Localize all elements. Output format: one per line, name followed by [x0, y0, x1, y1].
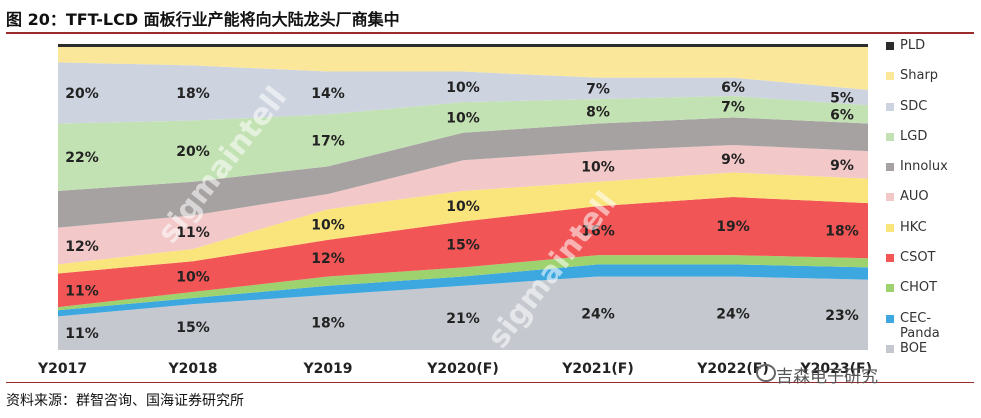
legend-swatch — [886, 223, 894, 232]
data-label-auo: 11% — [176, 225, 210, 241]
legend-item-hkc: HKC — [886, 220, 980, 250]
figure-title: 图 20：TFT-LCD 面板行业产能将向大陆龙头厂商集中 — [6, 10, 400, 29]
legend-label: HKC — [900, 219, 927, 235]
area-pld — [58, 44, 868, 48]
data-label-csot: 10% — [176, 270, 210, 286]
data-label-lgd: 22% — [65, 150, 99, 166]
data-label-lgd: 20% — [176, 144, 210, 160]
data-label-boe: 11% — [65, 326, 99, 342]
legend-label: Sharp — [900, 68, 939, 84]
legend-label: Innolux — [900, 159, 948, 175]
data-label-auo: 12% — [65, 239, 99, 255]
legend-label: CHOT — [900, 280, 938, 296]
legend-swatch — [886, 344, 894, 353]
data-label-lgd: 10% — [446, 110, 480, 126]
data-label-boe: 23% — [825, 308, 859, 324]
data-label-hkc: 10% — [311, 218, 345, 234]
footer-divider — [6, 382, 974, 383]
legend-swatch — [886, 193, 894, 202]
data-label-sdc: 10% — [446, 80, 480, 96]
area-innolux — [58, 117, 868, 228]
legend-item-cec-panda: CEC- Panda — [886, 311, 980, 341]
legend-label: CSOT — [900, 250, 936, 266]
legend-item-chot: CHOT — [886, 280, 980, 310]
legend-label: AUO — [900, 189, 929, 205]
data-label-lgd: 6% — [830, 107, 854, 123]
legend-label: SDC — [900, 98, 928, 114]
area-boe — [58, 276, 868, 350]
stacked-area-chart: 11% 15% 18% 21% 24% 24% 23% 11% 10% 12% 15% 16% 19% 1… — [37, 44, 872, 377]
data-label-sdc: 18% — [176, 86, 210, 102]
area-chot — [58, 255, 868, 311]
x-tick-label: Y2019 — [302, 361, 352, 377]
data-label-boe: 15% — [176, 320, 210, 336]
area-sdc — [58, 62, 868, 124]
data-label-sdc: 14% — [311, 86, 345, 102]
data-label-csot: 19% — [716, 219, 750, 235]
legend-item-boe: BOE — [886, 341, 980, 371]
x-tick-label: Y2018 — [167, 361, 217, 377]
data-label-sdc: 6% — [721, 80, 745, 96]
data-label-boe: 24% — [581, 306, 615, 322]
legend-swatch — [886, 72, 894, 81]
area-hkc — [58, 172, 868, 274]
legend-item-sharp: Sharp — [886, 68, 980, 98]
data-label-lgd: 7% — [721, 100, 745, 116]
legend-item-auo: AUO — [886, 189, 980, 219]
x-tick-label: Y2023(F) — [800, 361, 872, 377]
data-label-boe: 24% — [716, 306, 750, 322]
data-label-csot: 16% — [581, 224, 615, 240]
area-cec-panda — [58, 264, 868, 317]
legend-label: LGD — [900, 128, 928, 144]
legend-swatch — [886, 132, 894, 141]
source-note: 资料来源：群智咨询、国海证券研究所 — [6, 393, 244, 409]
data-label-auo: 10% — [581, 159, 615, 175]
data-label-sdc: 7% — [586, 81, 610, 97]
data-label-boe: 21% — [446, 311, 480, 327]
data-label-csot: 18% — [825, 224, 859, 240]
legend-swatch — [886, 163, 894, 172]
x-tick-label: Y2022(F) — [696, 361, 768, 377]
area-csot — [58, 197, 868, 308]
legend-label: BOE — [900, 340, 928, 356]
legend-item-lgd: LGD — [886, 129, 980, 159]
legend-swatch — [886, 314, 894, 323]
title-divider — [6, 32, 974, 34]
area-lgd — [58, 96, 868, 191]
data-label-lgd: 17% — [311, 133, 345, 149]
area-sharp — [58, 47, 868, 90]
legend-swatch — [886, 254, 894, 263]
data-label-auo: 9% — [721, 152, 745, 168]
legend-label: CEC- Panda — [900, 310, 940, 341]
data-label-csot: 11% — [65, 283, 99, 299]
data-label-csot: 12% — [311, 251, 345, 267]
legend-item-sdc: SDC — [886, 99, 980, 129]
data-label-sdc: 20% — [65, 86, 99, 102]
legend-swatch — [886, 284, 894, 293]
data-label-csot: 15% — [446, 237, 480, 253]
legend-swatch — [886, 102, 894, 111]
data-label-hkc: 10% — [446, 199, 480, 215]
x-tick-label: Y2017 — [37, 361, 87, 377]
legend-swatch — [886, 42, 894, 50]
data-label-lgd: 8% — [586, 104, 610, 120]
x-tick-label: Y2020(F) — [426, 361, 498, 377]
area-auo — [58, 144, 868, 265]
data-label-auo: 9% — [830, 158, 854, 174]
data-label-sdc: 5% — [830, 91, 854, 107]
legend-item-csot: CSOT — [886, 250, 980, 280]
legend-item-innolux: Innolux — [886, 159, 980, 189]
wechat-icon — [756, 364, 776, 382]
chart-legend: PLD Sharp SDC LGD Innolux AUO HKC CSOT CHOT CEC- … — [886, 38, 980, 371]
x-tick-label: Y2021(F) — [561, 361, 633, 377]
brand-watermark: 吉森电子研究 — [776, 367, 878, 387]
legend-item-pld: PLD — [886, 38, 980, 68]
legend-label: PLD — [900, 38, 926, 53]
data-label-boe: 18% — [311, 315, 345, 331]
